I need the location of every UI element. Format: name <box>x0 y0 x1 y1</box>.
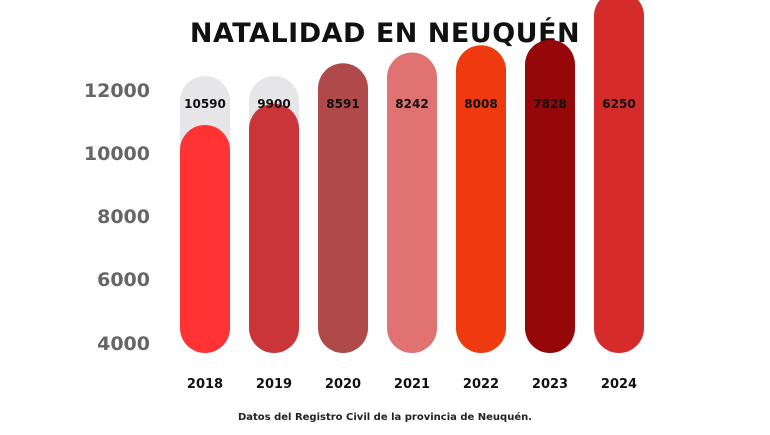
chart-plot-area: 12000 10000 8000 6000 4000 10590 2018 9900 2019 8… <box>84 0 644 392</box>
y-tick-label: 4000 <box>97 333 150 355</box>
bar-2023 <box>525 39 575 354</box>
x-tick-label-2020: 2020 <box>325 377 361 392</box>
y-tick-label: 10000 <box>84 143 150 165</box>
x-tick-label-2022: 2022 <box>463 377 499 392</box>
data-label-2022: 8008 <box>464 97 497 111</box>
y-tick-label: 8000 <box>97 206 150 228</box>
chart-source-note: Datos del Registro Civil de la provincia… <box>237 412 533 423</box>
chart-title: NATALIDAD EN NEUQUÉN <box>189 18 581 49</box>
data-label-2023: 7828 <box>533 97 566 111</box>
x-tick-label-2023: 2023 <box>532 377 568 392</box>
x-tick-label-2018: 2018 <box>187 377 223 392</box>
bar-2018 <box>180 125 230 353</box>
x-tick-label-2024: 2024 <box>601 377 637 392</box>
data-label-2021: 8242 <box>395 97 428 111</box>
x-tick-label-2019: 2019 <box>256 377 292 392</box>
bar-2019 <box>249 103 299 353</box>
y-tick-label: 12000 <box>84 80 150 102</box>
data-label-2018: 10590 <box>184 97 226 111</box>
bar-2024 <box>594 0 644 353</box>
bar-2022 <box>456 45 506 353</box>
bar-2021 <box>387 52 437 353</box>
bar-2020 <box>318 63 368 353</box>
y-tick-label: 6000 <box>97 269 150 291</box>
data-label-2020: 8591 <box>326 97 359 111</box>
x-tick-label-2021: 2021 <box>394 377 430 392</box>
data-label-2024: 6250 <box>602 97 635 111</box>
data-label-2019: 9900 <box>257 97 290 111</box>
